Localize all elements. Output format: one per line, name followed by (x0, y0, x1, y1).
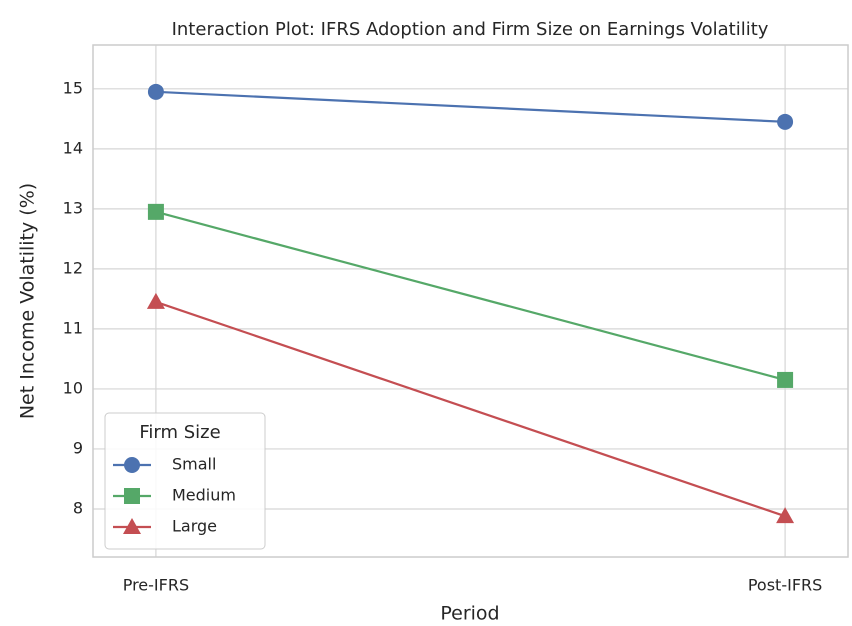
marker (777, 371, 794, 388)
series-line (155, 300, 786, 518)
x-tick-label: Post-IFRS (748, 576, 822, 595)
plot-frame (92, 44, 849, 558)
marker (124, 488, 140, 504)
y-tick-label: 14 (63, 138, 83, 157)
legend-label: Small (172, 455, 216, 474)
marker (146, 292, 165, 309)
marker (123, 518, 141, 534)
chart-title: Interaction Plot: IFRS Adoption and Firm… (172, 19, 769, 40)
legend: Firm Size Small Medium Large (104, 412, 266, 550)
y-tick-label: 12 (63, 258, 83, 277)
legend-title: Firm Size (139, 422, 220, 443)
y-tick-label: 13 (63, 198, 83, 217)
series-line (155, 210, 786, 381)
y-tick-label: 15 (63, 78, 83, 97)
marker (777, 113, 794, 130)
y-tick-label: 9 (73, 438, 83, 457)
legend-label: Large (172, 517, 217, 536)
y-tick-label: 11 (63, 318, 83, 337)
marker (776, 507, 795, 524)
x-axis-label: Period (440, 603, 499, 625)
legend-label: Medium (172, 486, 236, 505)
marker (147, 203, 164, 220)
series-line (155, 90, 786, 123)
marker (124, 457, 140, 473)
legend-box (104, 412, 266, 550)
y-tick-label: 8 (73, 498, 83, 517)
x-tick-label: Pre-IFRS (123, 576, 189, 595)
y-tick-label: 10 (63, 378, 83, 397)
y-axis-label: Net Income Volatility (%) (17, 183, 39, 419)
marker (147, 83, 164, 100)
